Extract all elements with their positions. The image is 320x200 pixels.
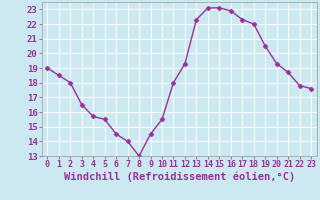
X-axis label: Windchill (Refroidissement éolien,°C): Windchill (Refroidissement éolien,°C) <box>64 172 295 182</box>
